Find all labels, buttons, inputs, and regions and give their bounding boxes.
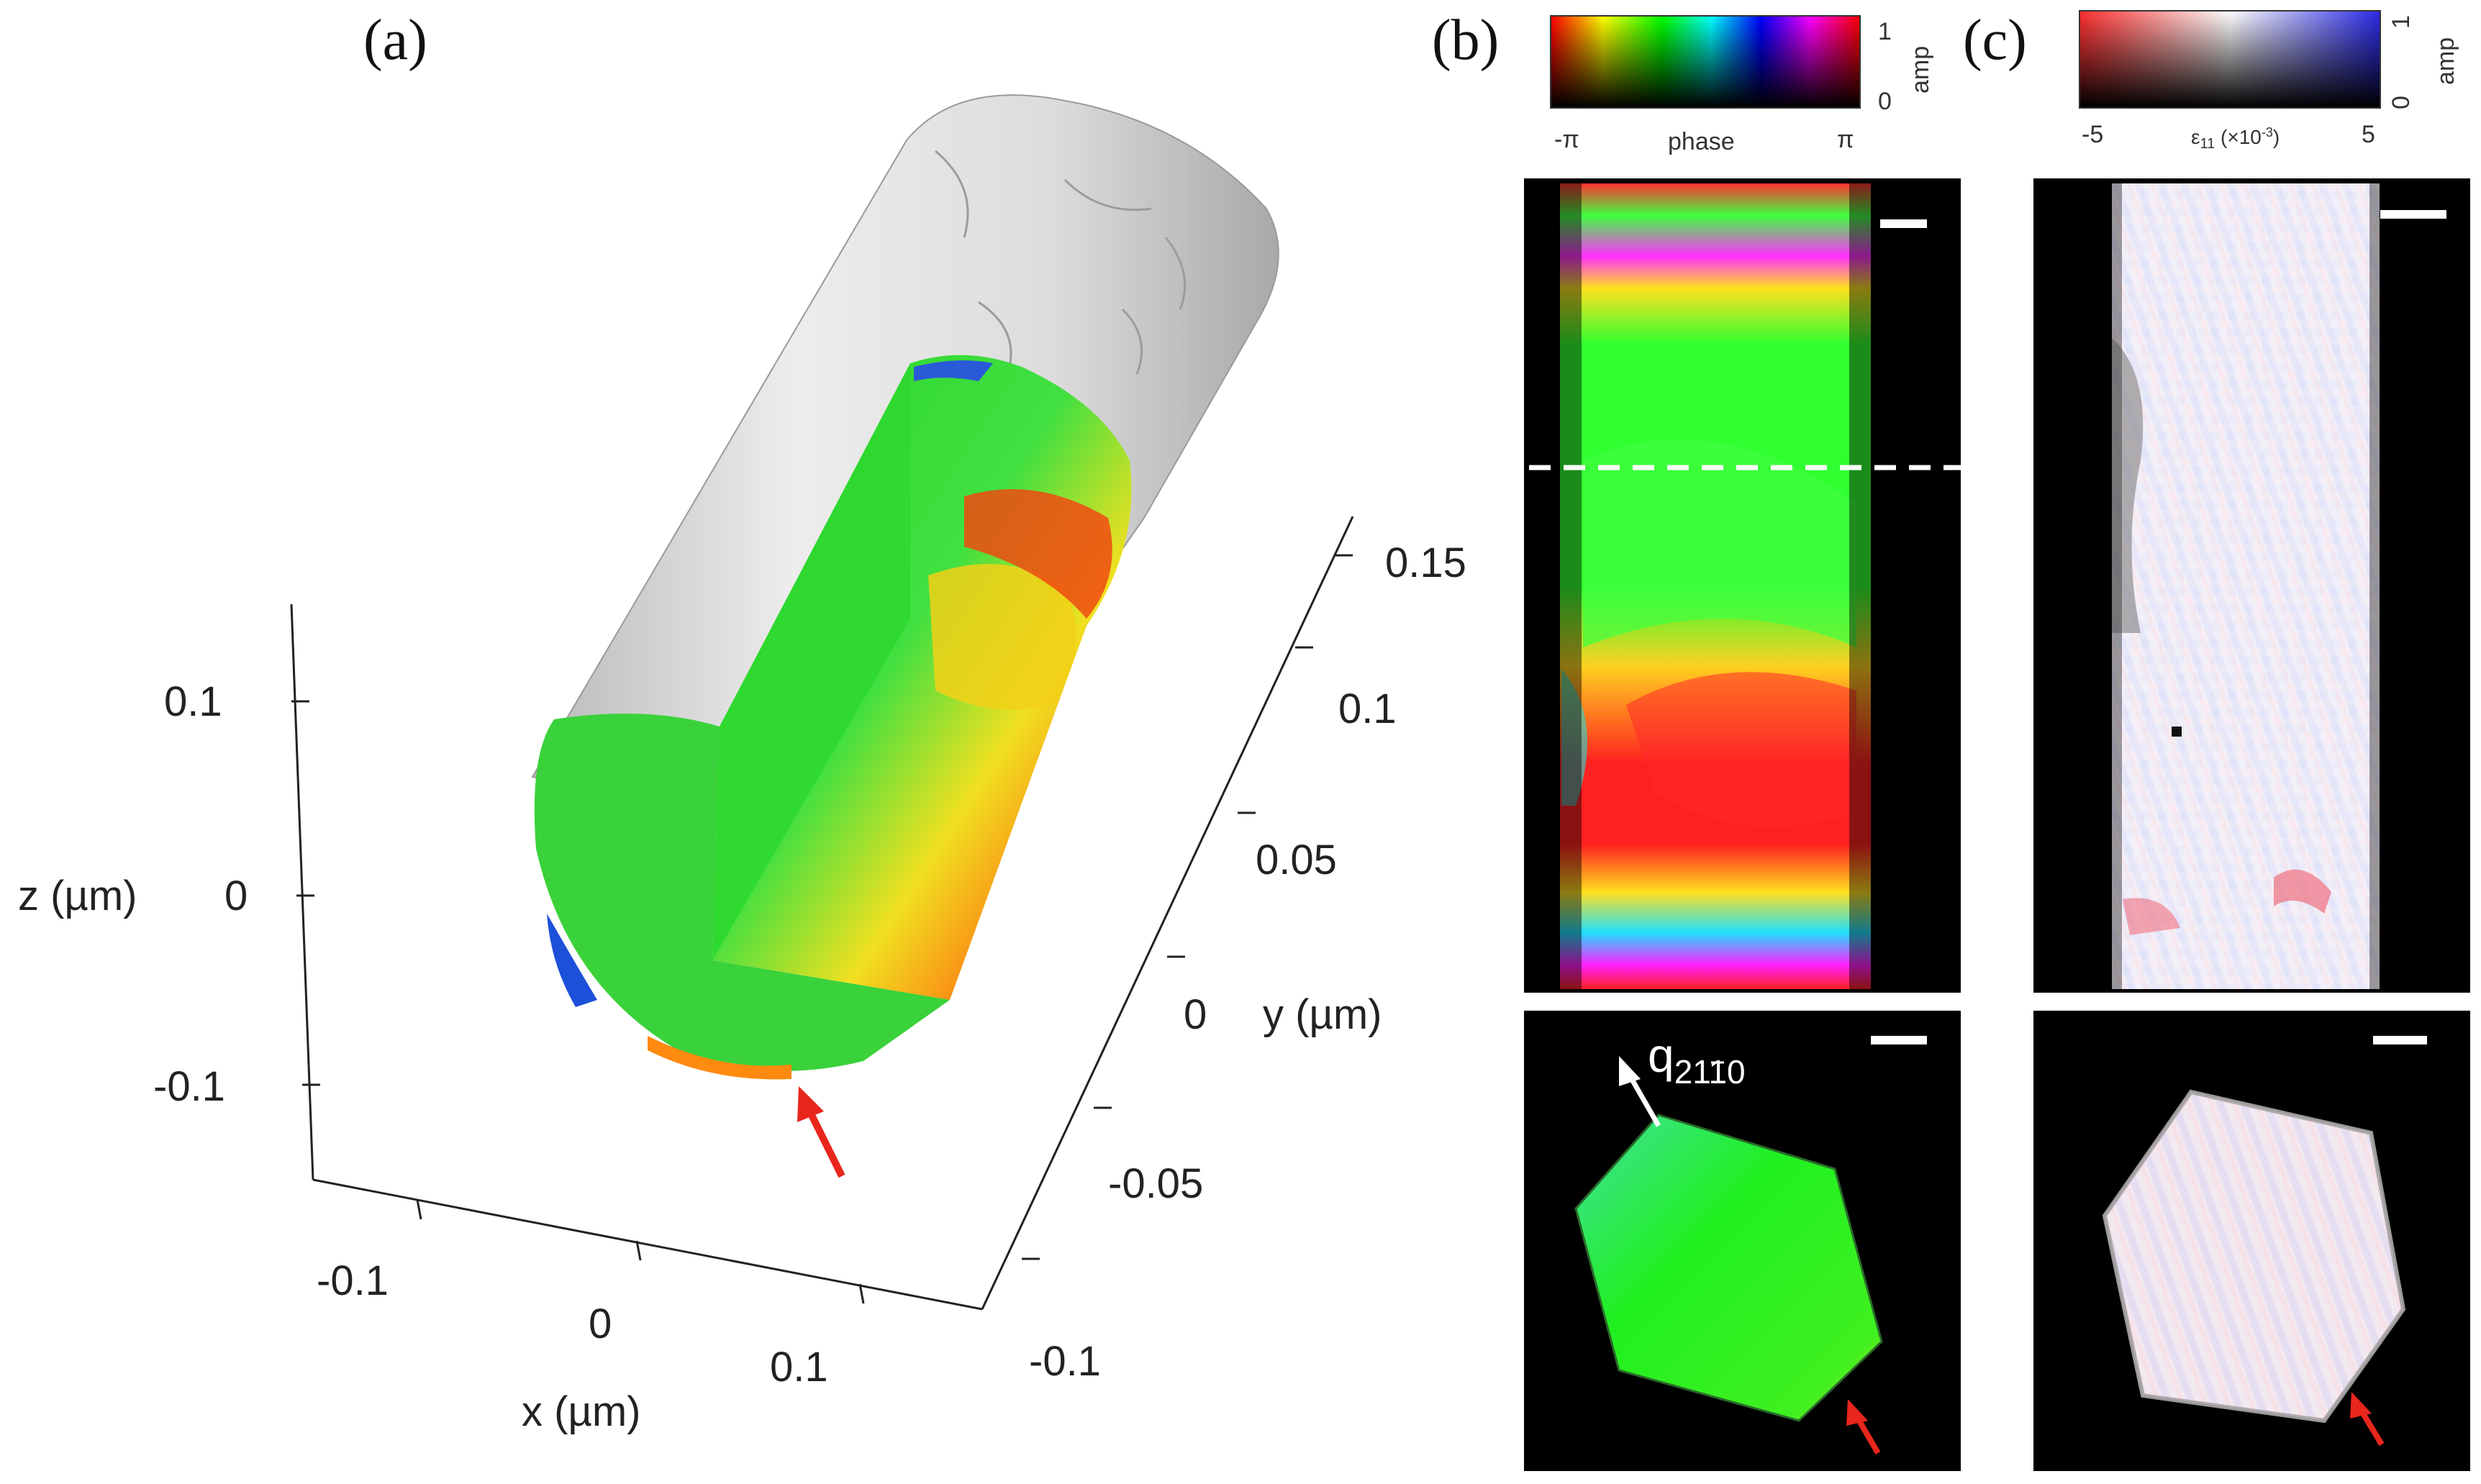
y-tick-3: 0 <box>1184 991 1207 1038</box>
strain-amp-top: 1 <box>2387 15 2415 29</box>
strain-colorbar: -5 ε11 (×10-3) 5 1 0 amp <box>2079 10 2459 152</box>
y-tick-1: 0.1 <box>1338 686 1397 732</box>
panel-c-label: (c) <box>1963 9 2027 72</box>
phase-map-cross-section: q2110 <box>1524 1011 1961 1471</box>
strain-amp-label: amp <box>2432 37 2459 85</box>
phase-amp-label: amp <box>1907 46 1934 94</box>
phase-min-label: -π <box>1554 126 1579 153</box>
scale-bar-c-bottom <box>2373 1036 2427 1044</box>
panel-a-label: (a) <box>363 9 427 72</box>
strain-mid-label: ε11 (×10-3) <box>2191 125 2280 152</box>
red-arrow-a <box>797 1086 845 1178</box>
phase-colorbar: -π phase π 1 0 amp <box>1550 15 1934 155</box>
y-tick-2: 0.05 <box>1256 837 1337 883</box>
z-axis-label: z (µm) <box>18 873 137 919</box>
x-tick-2: 0.1 <box>770 1344 828 1390</box>
cut-face-end <box>534 714 950 1071</box>
panel-b-label: (b) <box>1432 9 1499 72</box>
z-tick-1: 0 <box>224 873 248 919</box>
scale-bar-c-top <box>2380 210 2446 219</box>
y-tick-4: -0.05 <box>1108 1160 1203 1207</box>
phase-max-label: π <box>1837 126 1854 153</box>
panel-a-axes-frame <box>290 516 1354 1311</box>
panel-a: (a) <box>18 9 1466 1435</box>
phase-mid-label: phase <box>1668 128 1735 155</box>
x-tick-0: -0.1 <box>317 1257 389 1304</box>
cut-face-front <box>712 363 910 960</box>
panel-c: (c) -5 ε11 (×10-3) 5 1 0 amp <box>1963 9 2470 1471</box>
strain-map-cross-section <box>2033 1011 2470 1471</box>
scale-bar-b-top <box>1880 219 1927 228</box>
red-arrow-c <box>2350 1392 2385 1447</box>
strain-min-label: -5 <box>2082 121 2103 148</box>
x-axis-line <box>312 1178 983 1311</box>
y-tick-0: 0.15 <box>1385 540 1466 586</box>
red-arrow-b <box>1846 1399 1881 1455</box>
y-axis-label: y (µm) <box>1263 991 1382 1038</box>
x-axis-label: x (µm) <box>522 1388 640 1435</box>
y-tick-5: -0.1 <box>1029 1338 1101 1385</box>
z-tick-2: -0.1 <box>153 1063 225 1110</box>
strain-map-longitudinal <box>2033 178 2470 993</box>
phase-map-longitudinal <box>1524 178 1964 993</box>
nanowire-3d-render <box>531 94 1279 1080</box>
strain-amp-bottom: 0 <box>2387 96 2415 109</box>
phase-amp-bottom: 0 <box>1878 88 1892 115</box>
phase-amp-top: 1 <box>1878 18 1892 45</box>
z-tick-0: 0.1 <box>164 678 222 725</box>
scale-bar-b-bottom <box>1871 1036 1927 1044</box>
q-vector-label: q2110 <box>1648 1029 1746 1091</box>
strain-max-label: 5 <box>2362 121 2375 148</box>
x-tick-1: 0 <box>589 1301 612 1347</box>
y-axis-line <box>981 516 1354 1310</box>
z-axis-line <box>290 604 314 1180</box>
panel-b: (b) -π phase π 1 0 amp <box>1432 9 1964 1471</box>
